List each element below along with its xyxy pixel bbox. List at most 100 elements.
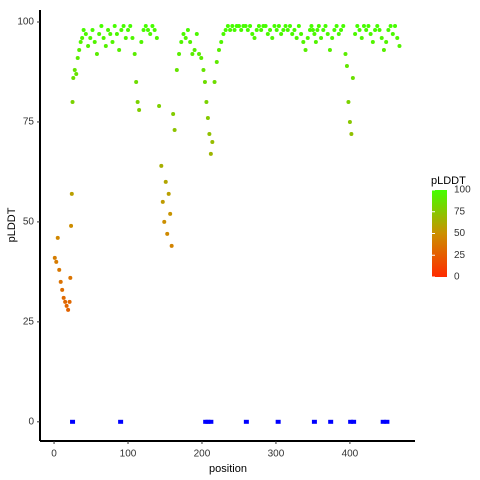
- point: [373, 27, 378, 32]
- point: [250, 31, 255, 36]
- point: [393, 23, 398, 28]
- point: [171, 111, 176, 116]
- colorbar-tick-label: 25: [454, 250, 466, 261]
- point: [199, 55, 204, 60]
- point: [123, 35, 128, 40]
- point: [166, 191, 171, 196]
- point: [341, 23, 346, 28]
- point: [83, 31, 88, 36]
- point: [183, 35, 188, 40]
- point: [174, 67, 179, 72]
- point: [71, 75, 76, 80]
- point: [181, 31, 186, 36]
- point: [69, 223, 74, 228]
- point: [177, 51, 182, 56]
- marker: [208, 419, 214, 424]
- point: [263, 23, 268, 28]
- marker: [384, 419, 390, 424]
- x-tick-label: 100: [120, 449, 137, 460]
- point: [148, 31, 153, 36]
- point: [145, 27, 150, 32]
- point: [70, 99, 75, 104]
- point: [80, 35, 85, 40]
- point: [397, 43, 402, 48]
- marker: [351, 419, 357, 424]
- point: [99, 23, 104, 28]
- point: [245, 27, 250, 32]
- point: [157, 103, 162, 108]
- point: [214, 59, 219, 64]
- point: [332, 27, 337, 32]
- point: [179, 39, 184, 44]
- point: [305, 35, 310, 40]
- point: [108, 31, 113, 36]
- point: [52, 255, 57, 260]
- point: [221, 31, 226, 36]
- point: [201, 67, 206, 72]
- point: [106, 27, 111, 32]
- x-tick-label: 400: [342, 449, 359, 460]
- point: [346, 99, 351, 104]
- point: [290, 31, 295, 36]
- point: [368, 31, 373, 36]
- point: [384, 39, 389, 44]
- point: [68, 275, 73, 280]
- point: [88, 35, 93, 40]
- point: [139, 39, 144, 44]
- point: [101, 35, 106, 40]
- colorbar-tick-label: 100: [454, 185, 471, 196]
- point: [366, 23, 371, 28]
- point: [256, 23, 261, 28]
- point: [248, 23, 253, 28]
- marker: [243, 419, 249, 424]
- point: [301, 39, 306, 44]
- point: [307, 27, 312, 32]
- point: [228, 27, 233, 32]
- point: [334, 23, 339, 28]
- x-tick-label: 300: [268, 449, 285, 460]
- point: [265, 31, 270, 36]
- x-tick-label: 0: [51, 449, 57, 460]
- point: [77, 47, 82, 52]
- marker: [311, 419, 317, 424]
- point: [163, 179, 168, 184]
- point: [159, 163, 164, 168]
- point: [353, 31, 358, 36]
- point: [212, 79, 217, 84]
- point: [197, 51, 202, 56]
- point: [225, 23, 230, 28]
- point: [165, 231, 170, 236]
- point: [66, 307, 71, 312]
- point: [364, 27, 369, 32]
- point: [274, 27, 279, 32]
- point: [319, 35, 324, 40]
- point: [299, 31, 304, 36]
- y-tick-label: 75: [23, 117, 35, 128]
- point: [154, 35, 159, 40]
- point: [72, 67, 77, 72]
- point: [276, 23, 281, 28]
- point: [315, 27, 320, 32]
- point: [343, 51, 348, 56]
- point: [86, 43, 91, 48]
- point: [379, 35, 384, 40]
- point: [325, 31, 330, 36]
- point: [219, 39, 224, 44]
- point: [162, 219, 167, 224]
- point: [243, 23, 248, 28]
- point: [169, 243, 174, 248]
- point: [112, 23, 117, 28]
- y-tick-label: 100: [17, 17, 34, 28]
- point: [327, 47, 332, 52]
- point: [361, 23, 366, 28]
- point: [205, 115, 210, 120]
- point: [395, 35, 400, 40]
- point: [330, 35, 335, 40]
- point: [359, 35, 364, 40]
- point: [97, 31, 102, 36]
- marker: [118, 419, 124, 424]
- marker: [328, 419, 334, 424]
- point: [137, 107, 142, 112]
- point: [190, 51, 195, 56]
